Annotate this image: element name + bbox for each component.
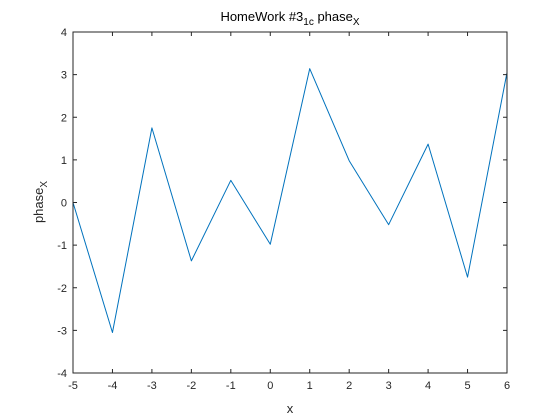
x-tick-label: -1 bbox=[226, 380, 236, 392]
x-tick-label: -5 bbox=[68, 380, 78, 392]
x-tick-label: 5 bbox=[464, 380, 470, 392]
plot-area bbox=[73, 32, 507, 373]
x-tick-label: 1 bbox=[307, 380, 313, 392]
y-axis-label: phaseX bbox=[31, 181, 50, 223]
line-layer bbox=[72, 68, 508, 334]
y-tick-label: 4 bbox=[61, 27, 67, 39]
y-label-subscript: X bbox=[39, 181, 50, 188]
title-main: HomeWork #3 bbox=[220, 9, 303, 24]
y-tick-label: 3 bbox=[61, 70, 67, 82]
y-tick-label: 2 bbox=[61, 112, 67, 124]
y-tick-label: 0 bbox=[61, 198, 67, 210]
series-line bbox=[72, 68, 508, 334]
x-tick-label: 3 bbox=[386, 380, 392, 392]
y-tick-label: -4 bbox=[57, 368, 67, 380]
x-tick-label: -2 bbox=[186, 380, 196, 392]
title-tail: phase bbox=[314, 9, 353, 24]
y-tick-label: -2 bbox=[57, 283, 67, 295]
title-tail-subscript: X bbox=[353, 17, 360, 28]
x-tick-label: 4 bbox=[425, 380, 431, 392]
y-tick-label: -3 bbox=[57, 325, 67, 337]
y-tick-label: -1 bbox=[57, 240, 67, 252]
plot-frame bbox=[72, 31, 508, 374]
x-axis-label: x bbox=[287, 401, 294, 416]
y-tick-label: 1 bbox=[61, 155, 67, 167]
chart-title: HomeWork #31c phaseX bbox=[220, 9, 359, 28]
y-label-main: phase bbox=[31, 188, 46, 223]
x-tick-label: -3 bbox=[147, 380, 157, 392]
x-tick-label: 6 bbox=[504, 380, 510, 392]
x-tick-label: 0 bbox=[267, 380, 273, 392]
x-tick-label: -4 bbox=[108, 380, 118, 392]
x-tick-label: 2 bbox=[346, 380, 352, 392]
title-subscript: 1c bbox=[303, 17, 314, 28]
